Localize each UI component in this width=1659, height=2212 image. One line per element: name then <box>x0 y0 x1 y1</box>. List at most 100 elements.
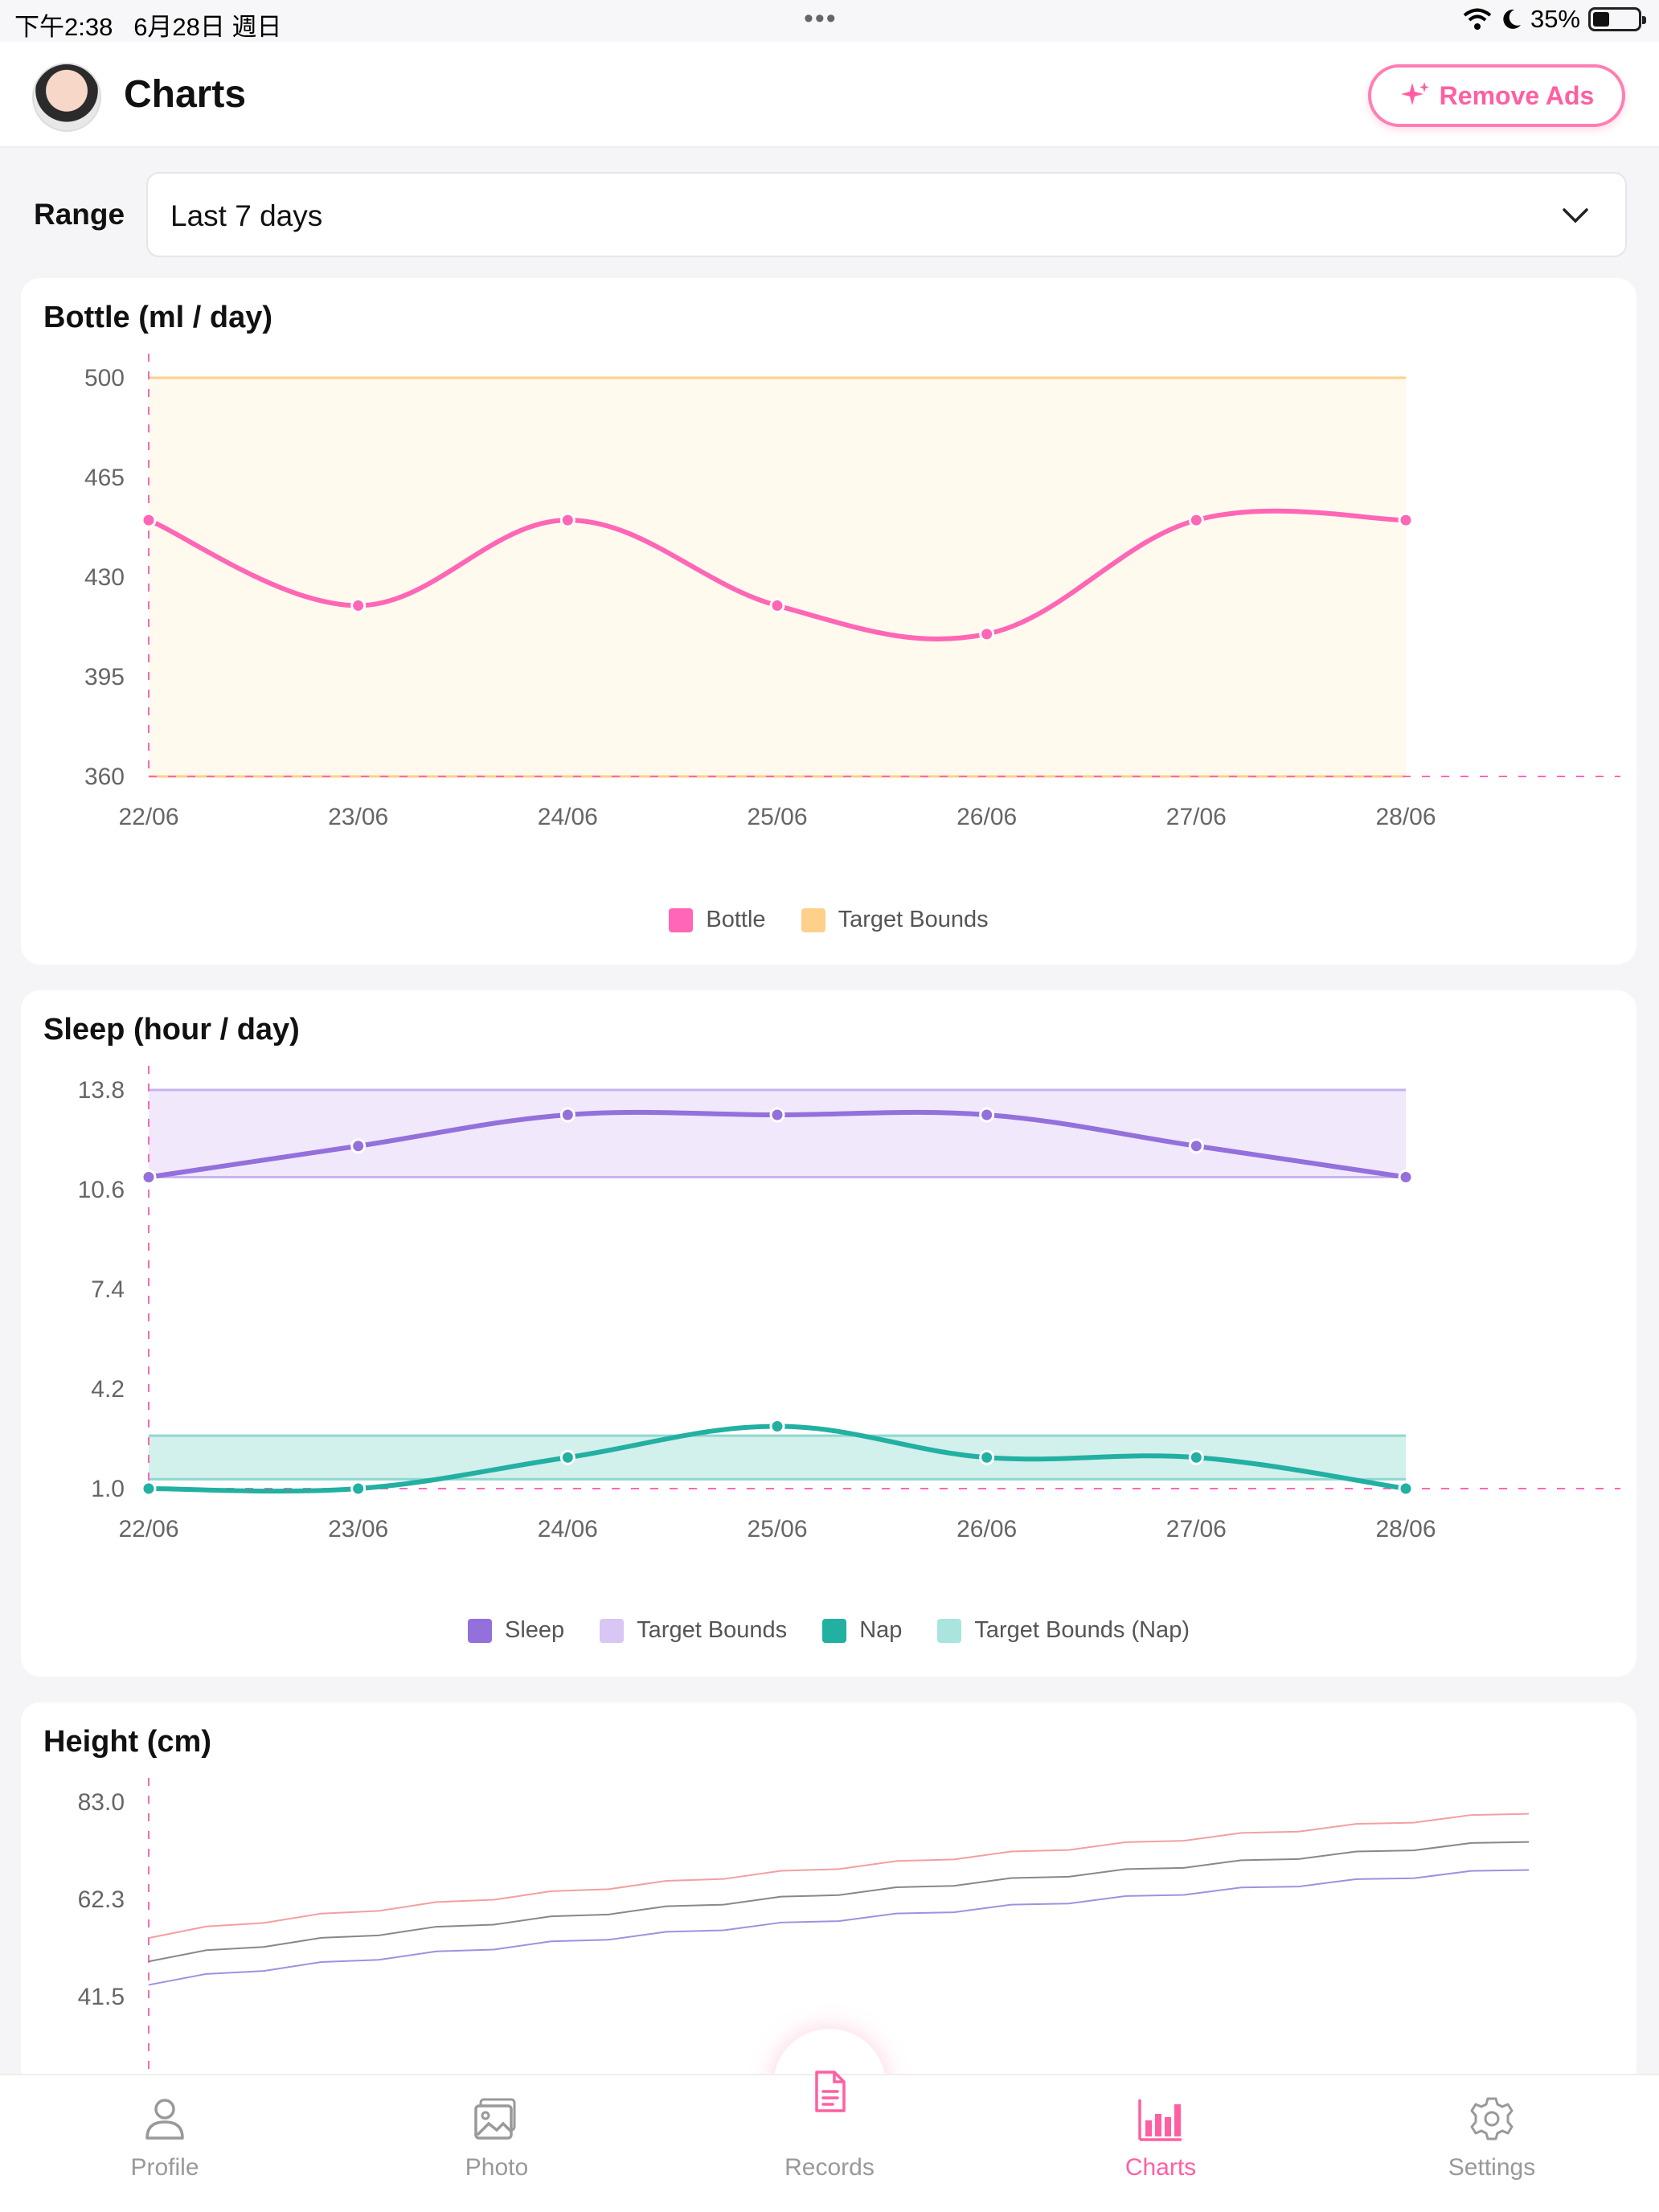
bar-chart-icon <box>1138 2099 1182 2141</box>
height-upper-line <box>148 1813 1530 1940</box>
status-right: 35% <box>1463 5 1646 34</box>
moon-icon <box>1503 9 1521 29</box>
sleep-target-band <box>149 1090 1406 1178</box>
legend-item-target-bounds[interactable]: Target Bounds <box>801 907 989 933</box>
nap-point <box>141 1481 157 1497</box>
legend-item-bottle[interactable]: Bottle <box>669 907 766 933</box>
sleep-point <box>1188 1138 1204 1154</box>
x-tick-label: 26/06 <box>956 1516 1017 1542</box>
page-title: Charts <box>124 73 247 116</box>
sleep-point <box>769 1107 785 1123</box>
sleep-point <box>350 1138 367 1154</box>
person-icon <box>145 2099 184 2140</box>
bottle-point <box>350 597 367 613</box>
x-tick-label: 23/06 <box>328 1516 388 1542</box>
x-tick-label: 22/06 <box>118 804 178 830</box>
tab-records[interactable]: Records <box>709 2071 950 2212</box>
bottle-chart-card: Bottle (ml / day) 500 465 430 395 360 22/06 23… <box>21 278 1636 965</box>
range-select[interactable]: Last 7 days <box>146 172 1627 257</box>
bottle-point <box>979 626 995 642</box>
multitask-dots-icon[interactable]: ••• <box>804 3 838 34</box>
nap-point <box>1398 1481 1414 1497</box>
bottle-legend: Bottle Target Bounds <box>21 907 1636 933</box>
battery-percent: 35% <box>1530 5 1580 33</box>
nap-point <box>1188 1449 1204 1465</box>
tab-profile[interactable]: Profile <box>44 2075 285 2212</box>
tab-photo[interactable]: Photo <box>376 2075 617 2212</box>
x-tick-label: 26/06 <box>956 804 1017 830</box>
tab-profile-label: Profile <box>130 2154 199 2181</box>
status-bar: 下午2:38 6月28日 週日 ••• 35% <box>0 0 1659 42</box>
photo-icon <box>474 2098 516 2140</box>
height-chart-title: Height (cm) <box>43 1725 211 1759</box>
battery-icon <box>1588 7 1646 31</box>
bottle-point <box>1398 512 1414 528</box>
tab-charts-label: Charts <box>1124 2154 1197 2181</box>
tab-charts[interactable]: Charts <box>1040 2075 1281 2212</box>
x-tick-label: 28/06 <box>1375 1516 1436 1542</box>
range-value: Last 7 days <box>170 199 323 232</box>
tab-settings[interactable]: Settings <box>1371 2075 1612 2212</box>
bottle-chart-title: Bottle (ml / day) <box>43 301 273 334</box>
x-tick-label: 24/06 <box>538 1516 598 1542</box>
height-lower-line <box>148 1869 1530 1986</box>
sleep-chart-title: Sleep (hour / day) <box>43 1013 300 1047</box>
chevron-down-icon <box>1563 208 1588 223</box>
y-tick-label: 62.3 <box>78 1886 125 1913</box>
y-tick-label: 10.6 <box>78 1177 125 1203</box>
remove-ads-label: Remove Ads <box>1439 80 1595 110</box>
x-tick-label: 25/06 <box>747 1516 807 1542</box>
tab-bar: Profile Photo Records Charts <box>0 2071 1659 2212</box>
bottle-point <box>141 512 157 528</box>
x-tick-label: 27/06 <box>1166 1516 1227 1542</box>
target-bounds-band <box>149 378 1406 776</box>
sleep-point <box>141 1169 157 1185</box>
sleep-point <box>979 1107 995 1123</box>
document-icon <box>815 2071 846 2112</box>
avatar[interactable] <box>32 63 101 132</box>
y-tick-label: 465 <box>84 465 125 491</box>
sleep-legend: Sleep Target Bounds Nap Target Bounds (N… <box>21 1617 1636 1644</box>
wifi-icon <box>1463 8 1492 30</box>
y-tick-label: 430 <box>84 564 125 591</box>
sleep-chart-card: Sleep (hour / day) 13.8 10.6 7.4 4.2 1.0 22/0… <box>21 990 1636 1677</box>
y-tick-label: 41.5 <box>78 1984 125 2010</box>
legend-item-nap[interactable]: Nap <box>822 1617 902 1644</box>
bottle-point <box>1188 512 1204 528</box>
legend-item-sleep[interactable]: Sleep <box>468 1617 564 1644</box>
y-tick-label: 500 <box>84 365 125 391</box>
sleep-point <box>559 1107 576 1123</box>
legend-item-sleep-target-bounds[interactable]: Target Bounds <box>600 1617 787 1644</box>
y-tick-label: 1.0 <box>91 1476 125 1502</box>
nap-point <box>559 1449 576 1465</box>
bottle-point <box>769 597 785 613</box>
tab-records-label: Records <box>784 2154 875 2181</box>
y-tick-label: 4.2 <box>91 1376 125 1403</box>
y-tick-label: 395 <box>84 664 125 690</box>
remove-ads-button[interactable]: Remove Ads <box>1368 64 1625 127</box>
height-median-line <box>148 1841 1530 1963</box>
y-tick-label: 83.0 <box>78 1789 125 1816</box>
sparkle-icon <box>1400 82 1429 105</box>
sleep-chart: 13.8 10.6 7.4 4.2 1.0 22/06 23/06 24/06 25/06 26/… <box>78 1066 1620 1542</box>
x-tick-label: 28/06 <box>1375 804 1436 830</box>
range-label: Range <box>34 198 125 231</box>
tab-photo-label: Photo <box>465 2154 529 2181</box>
bottle-chart: 500 465 430 395 360 22/06 23/06 24/06 25/06 26/06… <box>84 354 1620 830</box>
y-tick-label: 13.8 <box>78 1077 125 1104</box>
tab-settings-label: Settings <box>1448 2154 1536 2181</box>
status-time: 下午2:38 6月28日 週日 <box>14 13 282 41</box>
legend-item-nap-target-bounds[interactable]: Target Bounds (Nap) <box>937 1617 1190 1644</box>
x-tick-label: 24/06 <box>538 804 598 830</box>
x-tick-label: 25/06 <box>747 804 807 830</box>
x-tick-label: 27/06 <box>1166 804 1227 830</box>
nap-point <box>350 1481 367 1497</box>
sleep-point <box>1398 1169 1414 1185</box>
nap-point <box>979 1449 995 1465</box>
height-chart: 83.0 62.3 41.5 <box>78 1778 1530 2080</box>
x-tick-label: 23/06 <box>328 804 388 830</box>
app-header: Charts Remove Ads <box>0 42 1659 148</box>
y-tick-label: 7.4 <box>91 1276 125 1303</box>
x-tick-label: 22/06 <box>118 1516 178 1542</box>
nap-point <box>769 1419 785 1434</box>
